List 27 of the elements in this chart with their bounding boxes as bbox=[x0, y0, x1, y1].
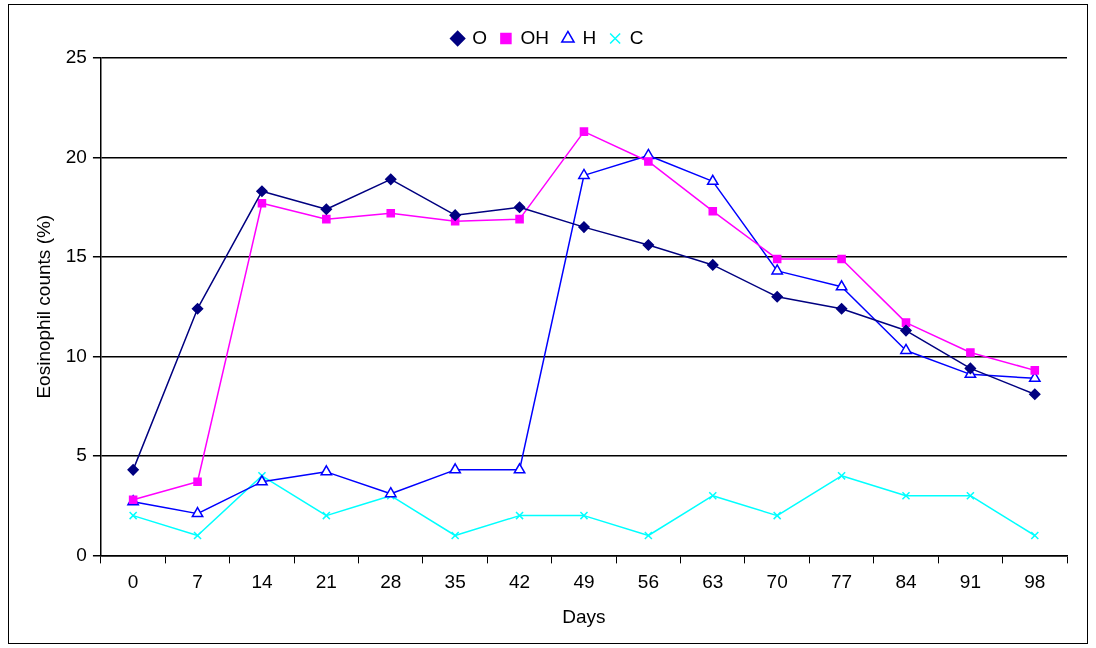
x-tick-label: 49 bbox=[573, 571, 595, 593]
y-axis-title: Eosinophil counts (%) bbox=[32, 214, 54, 399]
x-tick-label: 91 bbox=[959, 571, 981, 593]
x-tick-label: 77 bbox=[831, 571, 853, 593]
x-tick-label: 0 bbox=[127, 571, 139, 593]
x-tick-label: 7 bbox=[192, 571, 203, 593]
y-tick-label: 15 bbox=[65, 245, 87, 267]
x-tick-label: 28 bbox=[380, 571, 402, 593]
x-tick-label: 70 bbox=[766, 571, 788, 593]
x-tick-label: 98 bbox=[1024, 571, 1046, 593]
x-tick-label: 14 bbox=[251, 571, 273, 593]
x-tick-label: 21 bbox=[315, 571, 337, 593]
y-tick-label: 0 bbox=[76, 543, 87, 565]
x-tick-label: 56 bbox=[637, 571, 659, 593]
legend-label: C bbox=[629, 26, 644, 48]
legend-label: H bbox=[582, 26, 597, 48]
y-tick-label: 25 bbox=[65, 46, 87, 68]
x-tick-label: 35 bbox=[444, 571, 466, 593]
x-tick-label: 63 bbox=[702, 571, 724, 593]
y-tick-label: 20 bbox=[65, 145, 87, 167]
legend-label: O bbox=[472, 26, 487, 48]
legend-label: OH bbox=[520, 26, 549, 48]
y-tick-label: 5 bbox=[76, 444, 87, 466]
x-tick-label: 84 bbox=[895, 571, 917, 593]
x-axis-title: Days bbox=[562, 605, 606, 627]
x-tick-label: 42 bbox=[508, 571, 531, 593]
y-tick-label: 10 bbox=[65, 344, 87, 366]
